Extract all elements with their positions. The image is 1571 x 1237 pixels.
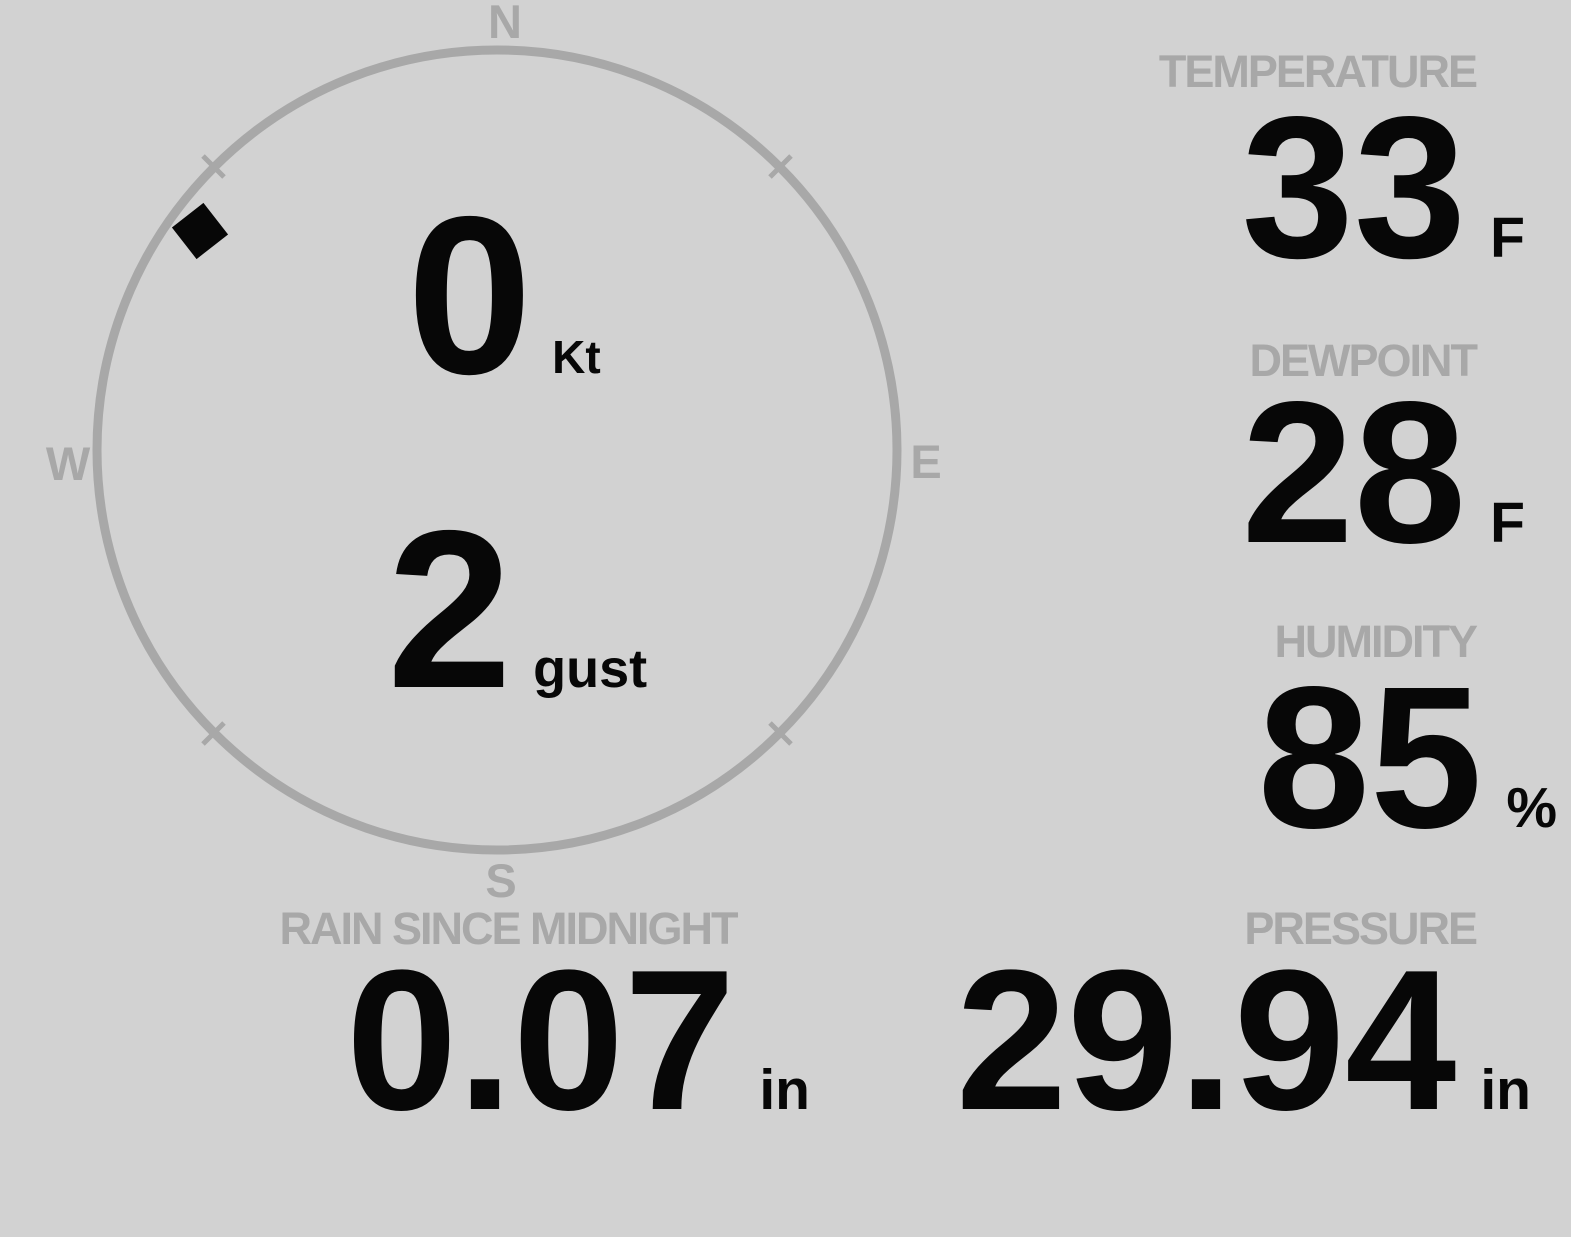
pressure-value: 29.94: [955, 929, 1457, 1152]
cardinal-south-label: S: [485, 854, 517, 907]
cardinal-west-label: W: [45, 437, 91, 490]
wind-gust: 2 gust: [387, 497, 647, 722]
rain-unit: in: [759, 1058, 810, 1122]
wind-speed-unit: Kt: [552, 331, 601, 383]
dewpoint-reading: 28 F: [1241, 371, 1525, 573]
compass-tick-nw: [201, 154, 226, 179]
humidity-value: 85: [1257, 644, 1483, 870]
pressure-label: PRESSURE: [1244, 903, 1478, 954]
wind-speed-value: 0: [407, 169, 533, 421]
pressure-reading: 29.94 in: [956, 941, 1531, 1141]
dewpoint-unit: F: [1490, 491, 1525, 555]
temperature-value: 33: [1241, 74, 1467, 300]
temperature-reading: 33 F: [1241, 86, 1525, 288]
cardinal-east-label: E: [910, 435, 942, 488]
wind-gust-value: 2: [387, 483, 513, 735]
dewpoint-label: DEWPOINT: [1249, 335, 1478, 386]
wind-gust-unit: gust: [533, 639, 648, 699]
humidity-reading: 85 %: [1258, 656, 1557, 858]
temperature-label: TEMPERATURE: [1158, 46, 1478, 97]
rain-label: RAIN SINCE MIDNIGHT: [279, 903, 739, 954]
humidity-unit: %: [1506, 776, 1557, 840]
rain-value: 0.07: [346, 929, 736, 1152]
wind-speed: 0 Kt: [407, 183, 601, 408]
compass-tick-se: [768, 721, 793, 746]
compass-tick-sw: [201, 721, 226, 746]
dewpoint-value: 28: [1241, 359, 1467, 585]
wind-direction-marker-icon: [171, 202, 229, 260]
compass-tick-ne: [768, 154, 793, 179]
compass-ring: [92, 45, 902, 855]
cardinal-north-label: N: [488, 0, 522, 48]
humidity-label: HUMIDITY: [1274, 616, 1478, 667]
rain-reading: 0.07 in: [346, 941, 810, 1141]
temperature-unit: F: [1490, 206, 1525, 270]
wind-compass: [92, 45, 902, 855]
pressure-unit: in: [1480, 1058, 1531, 1122]
